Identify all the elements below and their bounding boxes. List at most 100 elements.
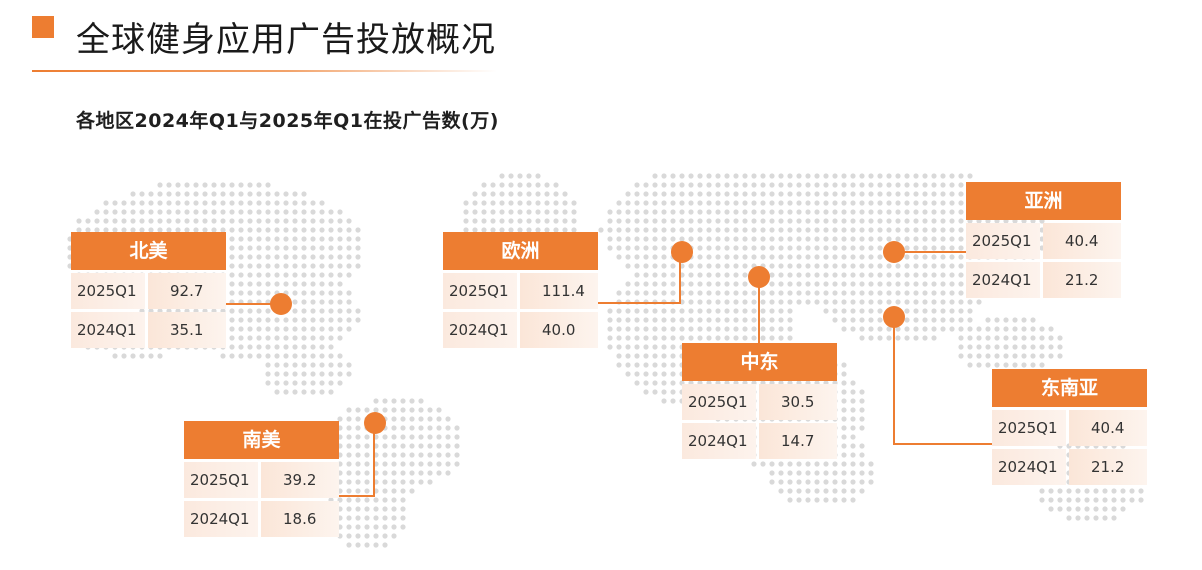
map-dot xyxy=(364,416,370,422)
map-dot xyxy=(769,299,775,305)
map-dot xyxy=(859,479,865,485)
map-dot xyxy=(1093,488,1099,494)
map-dot xyxy=(769,173,775,179)
map-dot xyxy=(1093,506,1099,512)
map-dot xyxy=(346,461,352,467)
map-dot xyxy=(292,290,298,296)
map-dot xyxy=(859,200,865,206)
map-dot xyxy=(823,470,829,476)
map-dot xyxy=(508,191,514,197)
map-dot xyxy=(706,272,712,278)
map-dot xyxy=(706,182,712,188)
map-dot xyxy=(841,191,847,197)
map-dot xyxy=(832,281,838,287)
map-dot xyxy=(715,254,721,260)
map-dot xyxy=(400,452,406,458)
map-dot xyxy=(859,263,865,269)
map-dot xyxy=(913,254,919,260)
map-dot xyxy=(283,371,289,377)
map-dot xyxy=(121,218,127,224)
map-dot xyxy=(112,209,118,215)
map-dot xyxy=(346,227,352,233)
map-dot xyxy=(868,236,874,242)
map-dot xyxy=(832,317,838,323)
map-dot xyxy=(265,362,271,368)
map-dot xyxy=(751,308,757,314)
map-dot xyxy=(670,263,676,269)
map-dot xyxy=(940,182,946,188)
map-dot xyxy=(1057,353,1063,359)
map-dot xyxy=(760,272,766,278)
map-dot xyxy=(742,218,748,224)
map-dot xyxy=(940,326,946,332)
map-dot xyxy=(841,272,847,278)
map-dot xyxy=(769,227,775,233)
map-dot xyxy=(805,470,811,476)
map-dot xyxy=(643,317,649,323)
map-dot xyxy=(850,281,856,287)
map-dot xyxy=(544,191,550,197)
map-dot xyxy=(175,200,181,206)
map-dot xyxy=(409,416,415,422)
map-dot xyxy=(238,299,244,305)
map-dot xyxy=(931,173,937,179)
map-dot xyxy=(769,182,775,188)
map-dot xyxy=(796,479,802,485)
map-dot xyxy=(409,443,415,449)
map-dot xyxy=(1030,344,1036,350)
map-dot xyxy=(976,362,982,368)
map-dot xyxy=(391,506,397,512)
map-dot xyxy=(841,236,847,242)
map-dot xyxy=(346,290,352,296)
map-dot xyxy=(373,452,379,458)
map-dot xyxy=(391,461,397,467)
map-dot xyxy=(1066,506,1072,512)
map-dot xyxy=(832,236,838,242)
map-dot xyxy=(769,470,775,476)
map-dot xyxy=(355,317,361,323)
map-dot xyxy=(616,236,622,242)
map-dot xyxy=(292,371,298,377)
map-dot xyxy=(634,254,640,260)
map-dot xyxy=(409,434,415,440)
map-dot xyxy=(499,218,505,224)
map-dot xyxy=(310,254,316,260)
map-dot xyxy=(130,191,136,197)
map-dot xyxy=(778,479,784,485)
map-dot xyxy=(922,245,928,251)
map-dot xyxy=(922,218,928,224)
map-dot xyxy=(265,263,271,269)
map-dot xyxy=(292,227,298,233)
map-dot xyxy=(742,308,748,314)
map-dot xyxy=(346,479,352,485)
ad-count-value: 30.5 xyxy=(759,384,837,420)
map-dot xyxy=(940,317,946,323)
map-dot xyxy=(697,317,703,323)
map-dot xyxy=(949,236,955,242)
map-dot xyxy=(382,506,388,512)
map-dot xyxy=(157,200,163,206)
map-dot xyxy=(337,227,343,233)
map-dot xyxy=(445,470,451,476)
map-dot xyxy=(832,497,838,503)
map-dot xyxy=(355,524,361,530)
map-dot xyxy=(634,281,640,287)
map-dot xyxy=(679,335,685,341)
map-dot xyxy=(292,335,298,341)
map-dot xyxy=(247,344,253,350)
map-dot xyxy=(274,272,280,278)
map-dot xyxy=(1039,488,1045,494)
map-dot xyxy=(967,344,973,350)
map-dot xyxy=(328,371,334,377)
map-dot xyxy=(364,542,370,548)
map-dot xyxy=(391,398,397,404)
map-dot xyxy=(625,335,631,341)
map-dot xyxy=(391,452,397,458)
map-dot xyxy=(247,335,253,341)
map-dot xyxy=(265,236,271,242)
map-dot xyxy=(931,191,937,197)
map-dot xyxy=(859,182,865,188)
map-dot xyxy=(634,263,640,269)
map-dot xyxy=(760,290,766,296)
map-dot xyxy=(679,173,685,179)
